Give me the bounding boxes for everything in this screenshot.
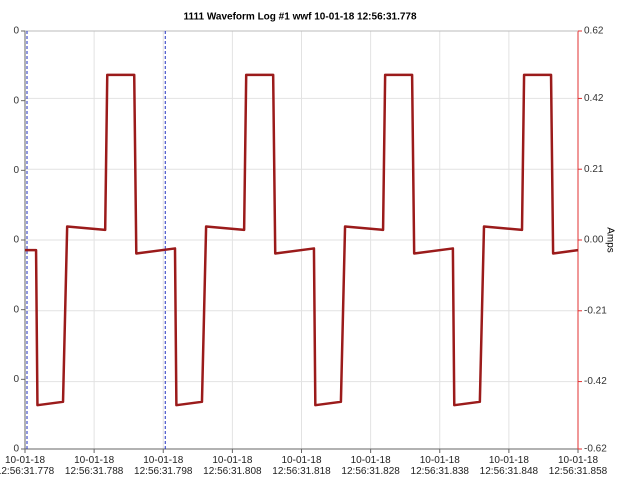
y-tick-label: 0 — [13, 374, 19, 385]
x-tick-label: 10-01-18 12:56:31.778 — [0, 455, 55, 477]
y2-tick-label: 0.00 — [584, 235, 604, 246]
waveform-line — [25, 73, 579, 407]
x-tick-label: 10-01-18 12:56:31.848 — [479, 455, 539, 477]
y-tick-label: 0 — [13, 235, 19, 246]
y-tick-label: 0 — [13, 304, 19, 315]
y2-tick-label: -0.62 — [584, 444, 607, 455]
y-tick-label: 0 — [13, 95, 19, 106]
x-tick-label: 10-01-18 12:56:31.818 — [272, 455, 331, 477]
x-tick-label: 10-01-18 12:56:31.788 — [64, 455, 124, 477]
y2-tick-label: -0.42 — [584, 376, 607, 387]
x-tick-label: 10-01-18 12:56:31.808 — [203, 455, 262, 477]
y-tick-label: 0 — [13, 444, 19, 455]
x-tick-label: 10-01-18 12:56:31.798 — [134, 455, 193, 477]
y-tick-label: 0 — [13, 26, 19, 37]
x-tick-label: 10-01-18 12:56:31.858 — [548, 455, 608, 477]
y-tick-label: 0 — [13, 165, 19, 176]
y2-tick-label: 0.62 — [584, 26, 604, 37]
chart-title: 1111 Waveform Log #1 wwf 10-01-18 12:56:… — [183, 12, 417, 23]
y2-axis-label: Amps — [604, 227, 615, 253]
y2-tick-label: -0.21 — [584, 305, 607, 316]
y2-tick-label: 0.42 — [584, 93, 604, 104]
y2-tick-label: 0.21 — [584, 164, 604, 175]
x-tick-label: 10-01-18 12:56:31.838 — [410, 455, 469, 477]
x-tick-label: 10-01-18 12:56:31.828 — [341, 455, 400, 477]
